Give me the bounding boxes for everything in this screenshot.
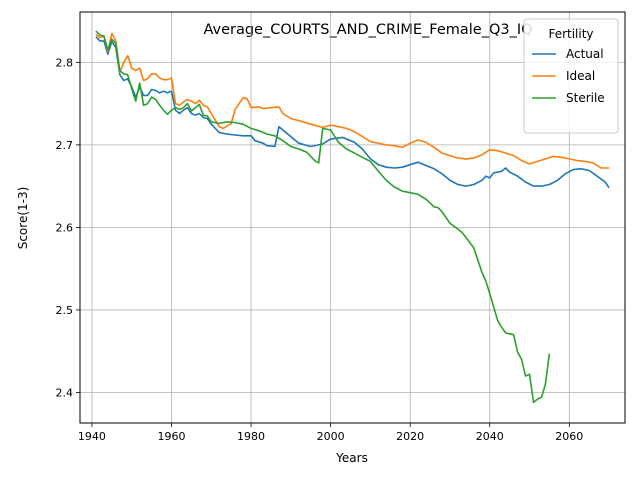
legend-label-actual: Actual — [566, 47, 604, 61]
axis-ticks: 1940 1960 1980 2000 2020 2040 2060 2.4 2.5 2.6 2.7… — [56, 56, 584, 443]
series-line-actual — [95, 36, 610, 189]
x-tick-label: 1980 — [237, 430, 265, 443]
x-tick-label: 1940 — [78, 430, 106, 443]
series-line-sterile — [95, 30, 551, 404]
x-tick-label: 2040 — [476, 430, 504, 443]
x-tick-label: 2000 — [317, 430, 345, 443]
series-line-ideal — [95, 32, 610, 169]
legend-label-sterile: Sterile — [566, 91, 605, 105]
legend-label-ideal: Ideal — [566, 69, 595, 83]
y-tick-label: 2.7 — [56, 139, 74, 152]
legend-title: Fertility — [548, 27, 593, 41]
x-axis-label: Years — [335, 451, 368, 465]
y-tick-label: 2.6 — [56, 221, 74, 234]
x-tick-label: 1960 — [157, 430, 185, 443]
legend-box — [523, 18, 619, 134]
y-tick-label: 2.8 — [56, 56, 74, 69]
chart-title: Average_COURTS_AND_CRIME_Female_Q3_IQ — [203, 22, 532, 38]
y-tick-label: 2.4 — [56, 386, 74, 399]
y-tick-label: 2.5 — [56, 304, 74, 317]
y-axis-label: Score(1-3) — [16, 187, 30, 250]
series-lines — [95, 30, 610, 404]
legend: Fertility Actual Ideal Sterile — [523, 18, 619, 134]
x-tick-label: 2060 — [555, 430, 583, 443]
x-tick-label: 2020 — [396, 430, 424, 443]
plot-frame — [79, 11, 626, 424]
